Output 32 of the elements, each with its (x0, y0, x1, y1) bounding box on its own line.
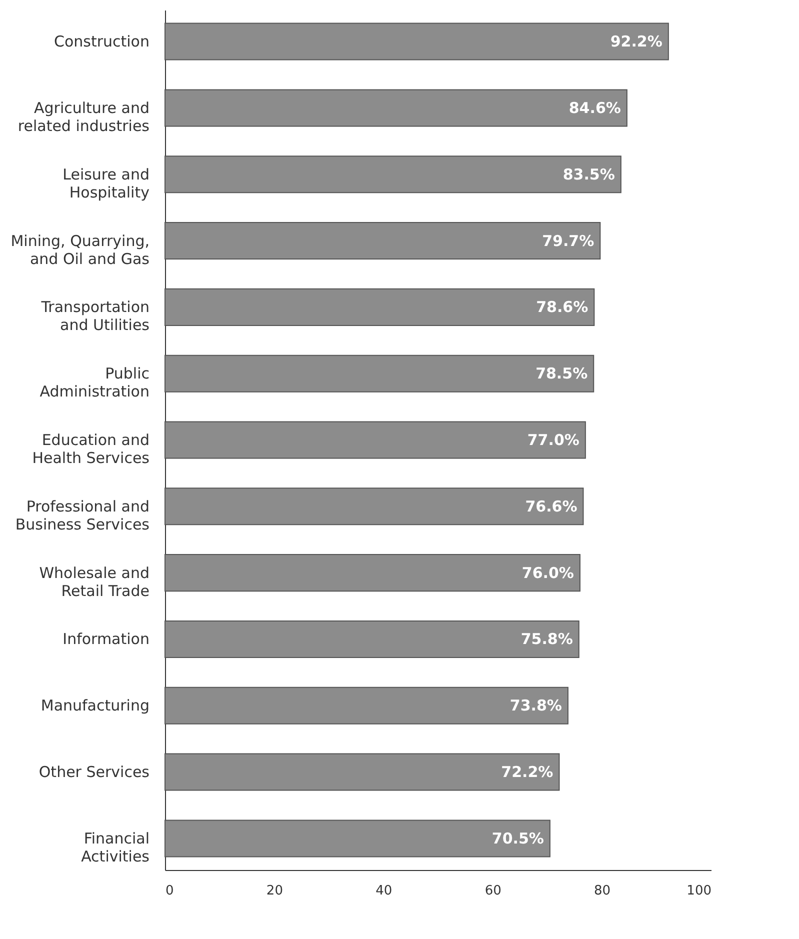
y-tick-label: Transportation and Utilities (40, 298, 150, 334)
data-label: 92.2% (610, 32, 662, 51)
x-tick-label: 20 (266, 884, 283, 898)
data-label: 72.2% (501, 763, 554, 782)
data-label: 83.5% (562, 165, 615, 184)
data-label: 76.0% (522, 564, 574, 582)
data-label: 70.5% (492, 829, 544, 848)
y-tick-label: Public Administration (40, 364, 150, 401)
data-label: 76.6% (525, 497, 578, 516)
data-label: 84.6% (568, 98, 621, 117)
y-tick-label: Wholesale and Retail Trade (39, 564, 150, 600)
y-tick-label: Agriculture and related industries (18, 98, 150, 135)
y-tick-label: Construction (54, 32, 150, 51)
x-tick-label: 0 (166, 884, 174, 898)
y-tick-label: Professional and Business Services (15, 497, 150, 534)
y-tick-label: Information (62, 630, 150, 648)
y-tick-label: Financial Activities (81, 829, 150, 866)
x-tick-label: 80 (594, 884, 611, 898)
x-tick-label: 100 (686, 884, 712, 898)
data-label: 75.8% (520, 630, 573, 648)
data-label: 78.6% (536, 298, 588, 316)
data-label: 79.7% (542, 232, 594, 250)
y-tick-label: Education and Health Services (32, 431, 150, 467)
y-tick-label: Mining, Quarrying, and Oil and Gas (10, 232, 150, 268)
data-label: 77.0% (527, 431, 580, 449)
data-label: 73.8% (510, 696, 562, 715)
y-tick-label: Other Services (38, 763, 150, 782)
y-tick-label: Leisure and Hospitality (62, 165, 150, 202)
x-tick-label: 60 (484, 884, 502, 898)
x-tick-label: 40 (376, 884, 392, 898)
y-tick-label: Manufacturing (40, 696, 150, 715)
data-label: 78.5% (536, 364, 588, 383)
